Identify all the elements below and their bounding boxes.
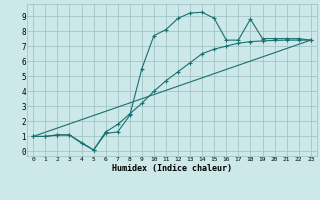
X-axis label: Humidex (Indice chaleur): Humidex (Indice chaleur)	[112, 164, 232, 173]
